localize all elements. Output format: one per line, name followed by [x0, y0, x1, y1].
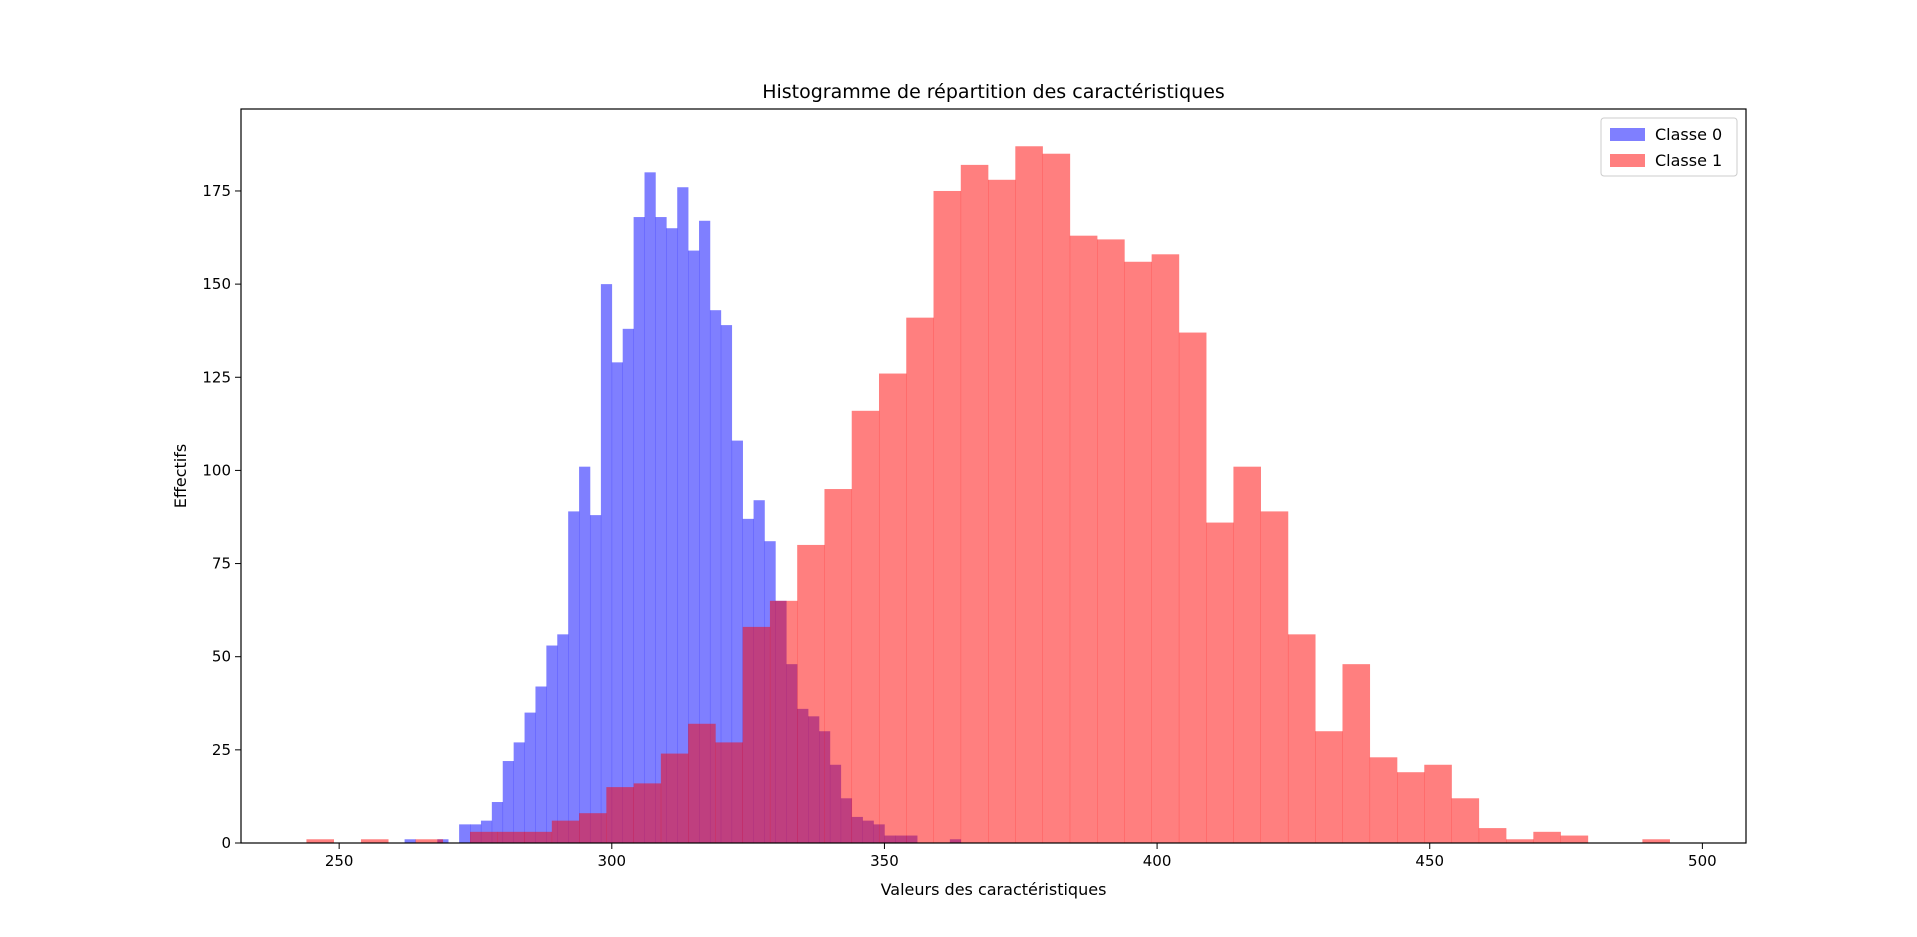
histogram-bar — [742, 626, 771, 843]
histogram-bar — [470, 831, 498, 843]
histogram-bar — [589, 515, 602, 843]
histogram-bar — [1342, 664, 1371, 843]
histogram-bar — [644, 172, 656, 844]
histogram-bar — [1506, 839, 1534, 843]
histogram-bar — [699, 220, 711, 843]
y-tick-label: 25 — [212, 741, 231, 759]
y-tick-label: 50 — [212, 648, 231, 666]
y-tick-label: 125 — [202, 368, 231, 386]
histogram-bar — [611, 362, 624, 843]
x-tick-label: 350 — [870, 852, 899, 870]
legend-label-classe-1: Classe 1 — [1655, 151, 1722, 170]
histogram-bar — [1533, 831, 1561, 843]
histogram-bar — [906, 317, 934, 843]
histogram-bar — [633, 783, 662, 843]
histogram-bar — [524, 712, 536, 843]
legend-swatch-classe-1 — [1610, 154, 1645, 167]
histogram-bar — [491, 802, 504, 843]
histogram-bar — [600, 284, 613, 843]
chart-title: Histogramme de répartition des caractéri… — [762, 81, 1225, 103]
histogram-bar — [688, 723, 716, 843]
legend-label-classe-0: Classe 0 — [1655, 125, 1722, 144]
histogram-bar — [1287, 634, 1316, 843]
histogram-bar — [1560, 835, 1589, 843]
histogram-bar — [1424, 764, 1452, 843]
series-classe-1 — [306, 146, 1670, 844]
histogram-bar — [1015, 146, 1043, 843]
histogram-bar — [622, 328, 634, 844]
histogram-bar — [524, 831, 553, 843]
histogram-bar — [824, 489, 853, 843]
histogram-bar — [606, 787, 634, 843]
y-tick-label: 150 — [202, 275, 231, 293]
histogram-bar — [960, 164, 989, 844]
histogram-bar — [655, 217, 667, 843]
histogram-bar — [797, 544, 825, 843]
histogram-bar — [677, 187, 689, 843]
histogram-bar — [557, 634, 569, 843]
histogram-bar — [720, 325, 733, 843]
histogram-bar — [1151, 254, 1180, 844]
histogram-bar — [497, 831, 525, 843]
histogram-bar — [360, 839, 389, 843]
histogram-bar — [660, 753, 689, 843]
histogram-bar — [579, 813, 607, 843]
histogram-bar — [1042, 153, 1071, 843]
x-tick-label: 400 — [1143, 852, 1172, 870]
histogram-bar — [546, 645, 558, 843]
histogram-bar — [551, 820, 580, 843]
histogram-bar — [1233, 466, 1261, 843]
histogram-bar — [1397, 772, 1425, 843]
histogram-bar — [1178, 332, 1207, 843]
histogram-bar — [502, 761, 514, 843]
y-tick-label: 0 — [221, 834, 231, 852]
histogram-bar — [535, 686, 547, 843]
histogram-bar — [1315, 731, 1343, 843]
histogram-bar — [851, 410, 880, 843]
histogram-bar — [666, 228, 678, 844]
histogram-bar — [579, 466, 591, 843]
histogram-bar — [715, 742, 743, 843]
histogram-bar — [709, 310, 722, 843]
histogram-bar — [1097, 239, 1125, 843]
plot-frame — [240, 108, 1747, 844]
histogram-bar — [988, 179, 1016, 844]
histogram-bar — [1478, 828, 1507, 843]
histogram-bar — [568, 511, 580, 843]
histogram-bar — [633, 217, 645, 843]
y-tick-label: 75 — [212, 555, 231, 573]
legend: Classe 0 Classe 1 — [1600, 117, 1738, 177]
histogram-bar — [1451, 798, 1480, 843]
x-axis-ticks: 250 300 350 400 450 500 — [325, 843, 1717, 870]
y-axis-label: Effectifs — [171, 444, 190, 508]
histogram-bar — [1642, 839, 1670, 843]
histogram-bar — [306, 839, 334, 843]
histogram-bar — [513, 742, 525, 843]
x-tick-label: 450 — [1415, 852, 1444, 870]
histogram-bar — [415, 839, 444, 843]
x-tick-label: 250 — [325, 852, 354, 870]
histogram-bar — [459, 824, 471, 843]
histogram-bar — [404, 839, 416, 843]
bars-layer — [306, 146, 1670, 844]
y-tick-label: 175 — [202, 182, 231, 200]
histogram-bar — [933, 190, 962, 843]
histogram-bar — [1260, 511, 1289, 843]
histogram-bar — [731, 440, 743, 843]
histogram-bar — [1124, 261, 1152, 843]
x-tick-label: 300 — [597, 852, 626, 870]
histogram-bar — [878, 373, 907, 843]
histogram-bar — [1206, 522, 1234, 843]
y-tick-label: 100 — [202, 461, 231, 479]
x-axis-label: Valeurs des caractéristiques — [881, 880, 1107, 899]
legend-swatch-classe-0 — [1610, 128, 1645, 141]
histogram-bar — [688, 250, 700, 844]
x-tick-label: 500 — [1688, 852, 1717, 870]
y-axis-ticks: 0 25 50 75 100 125 150 175 — [202, 182, 241, 852]
histogram-bar — [769, 600, 798, 843]
histogram-bar — [1369, 757, 1398, 843]
histogram-bar — [1069, 235, 1098, 844]
